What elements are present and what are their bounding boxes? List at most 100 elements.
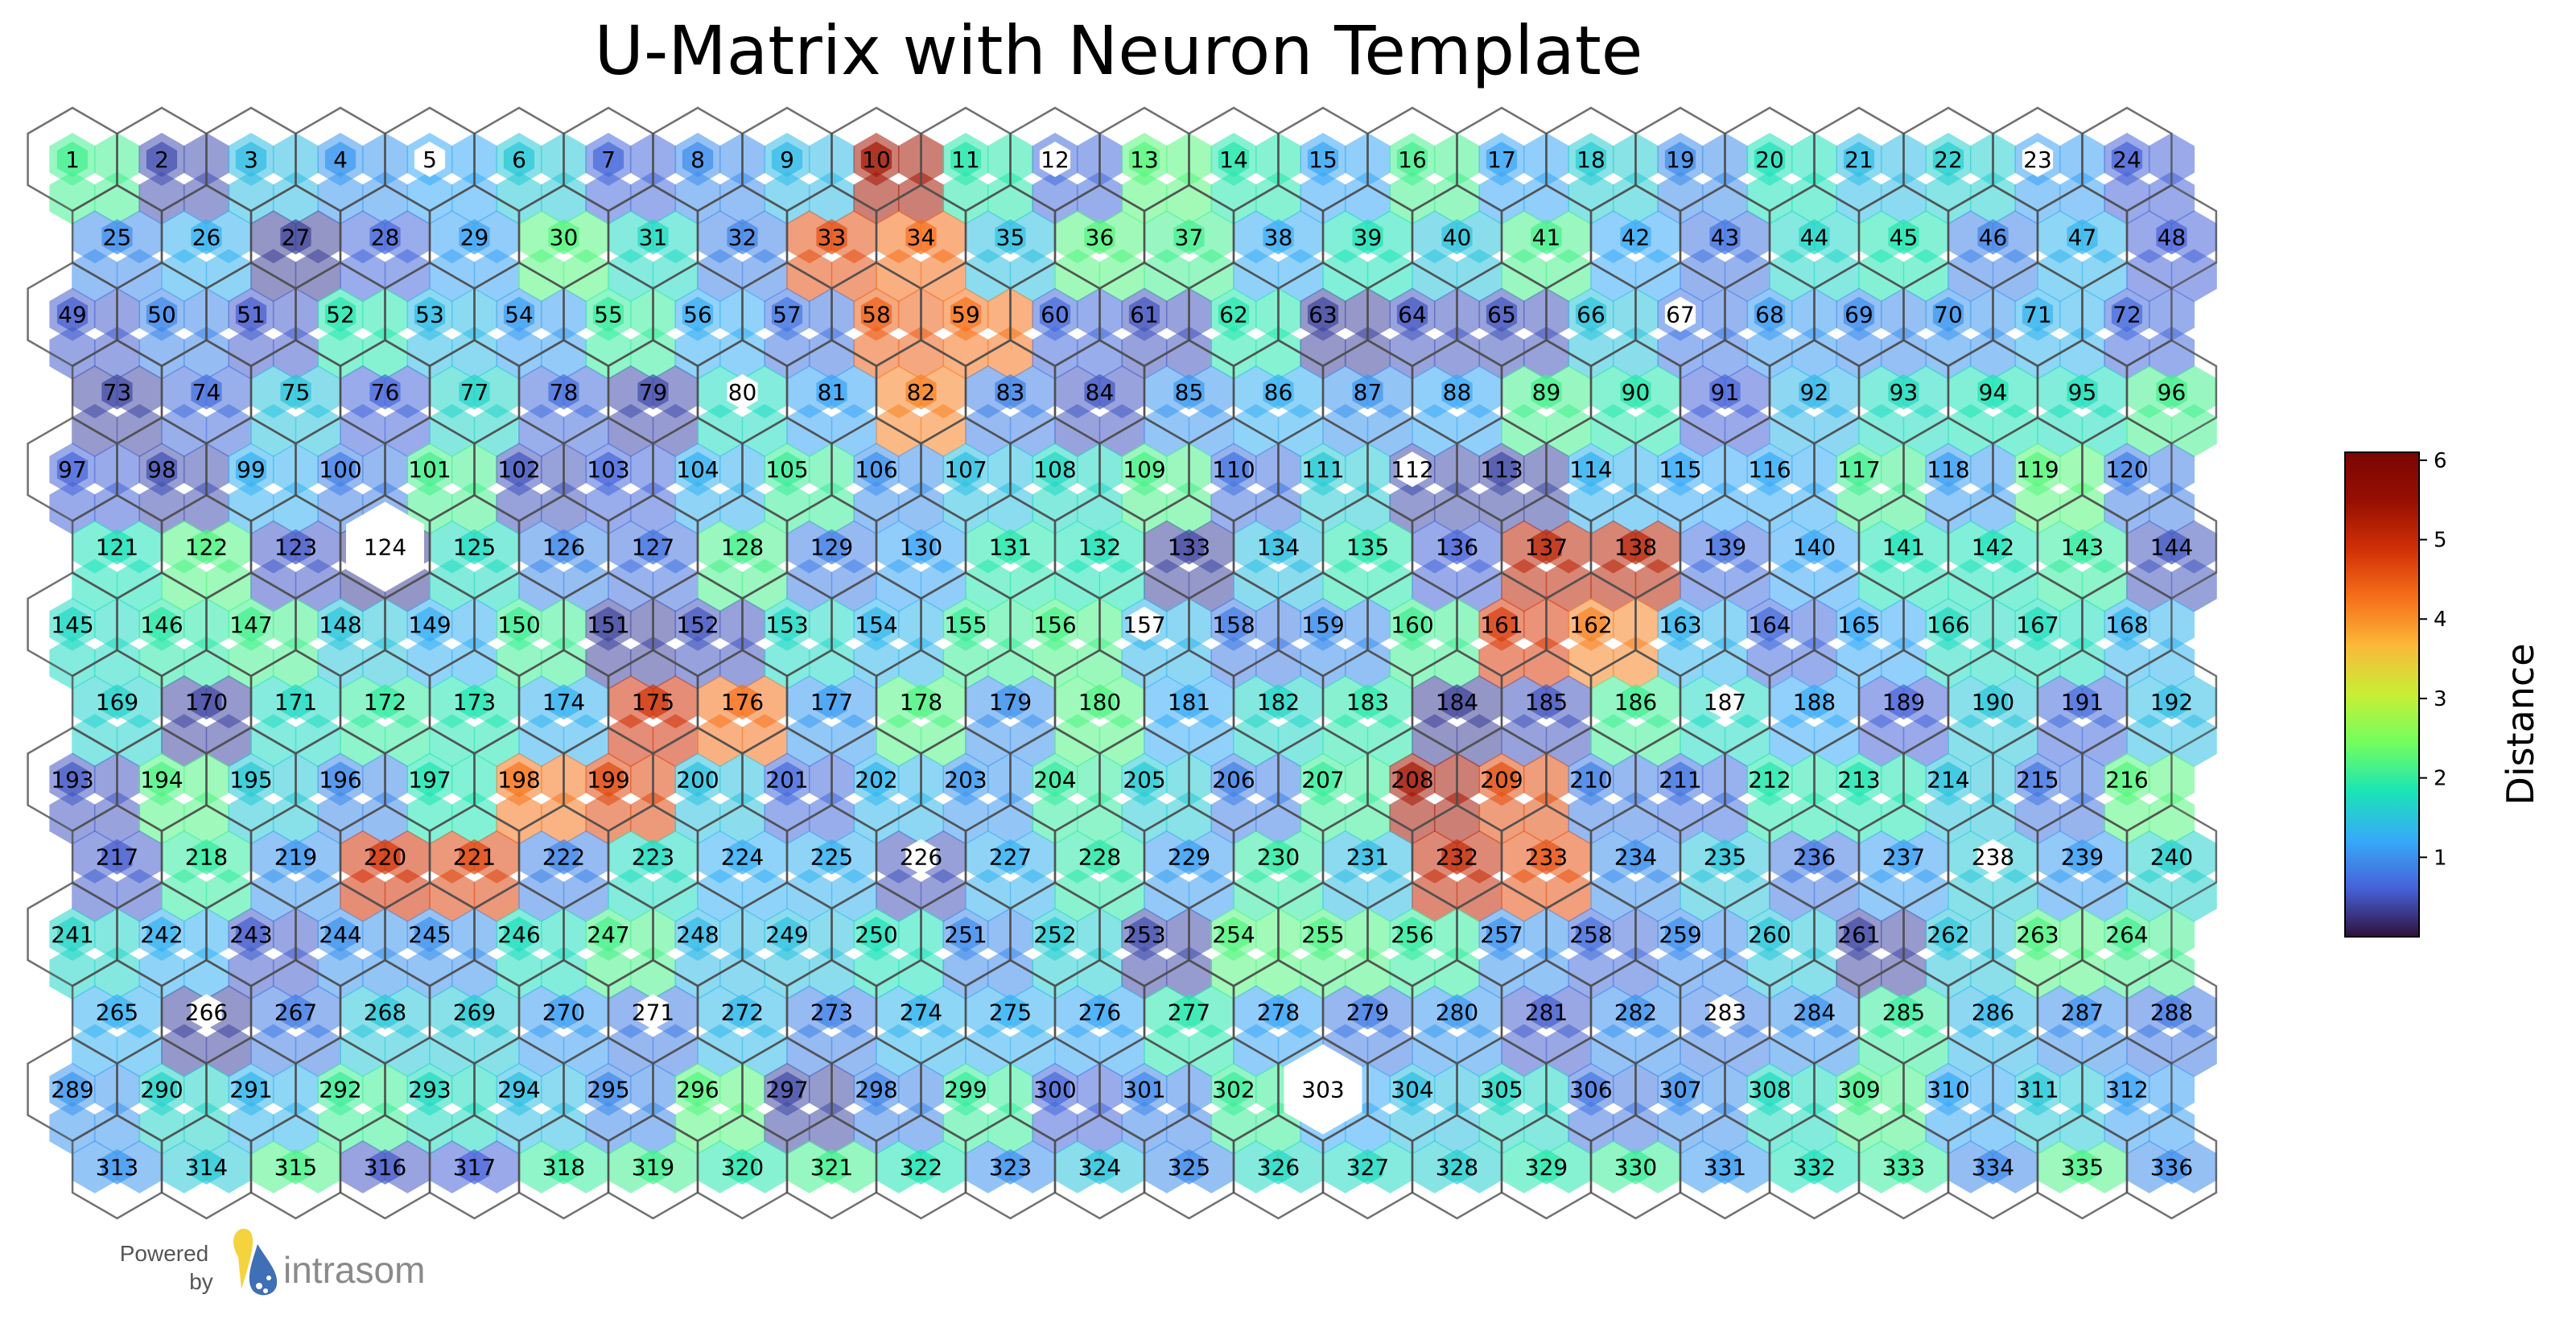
u-matrix-tile — [1969, 636, 2017, 690]
neuron-label: 26 — [192, 224, 221, 250]
u-matrix-tile — [1501, 1140, 1548, 1193]
neuron-label: 196 — [319, 766, 361, 793]
u-matrix-tile — [1412, 365, 1458, 418]
u-matrix-tile — [406, 636, 453, 690]
u-matrix-tile — [897, 636, 945, 690]
neuron-marker — [1263, 684, 1294, 720]
u-matrix-tile — [1858, 365, 1905, 418]
u-matrix-tile — [451, 326, 498, 380]
u-matrix-tile — [1344, 326, 1391, 380]
u-matrix-tile — [652, 210, 699, 264]
by-text: by — [189, 1269, 213, 1294]
neuron-marker — [860, 142, 892, 177]
neuron-marker — [1352, 219, 1383, 255]
u-matrix-tile — [942, 171, 989, 225]
neuron-label: 89 — [1532, 379, 1561, 406]
u-matrix-tile — [93, 1101, 141, 1155]
u-matrix-tile — [138, 791, 185, 845]
u-matrix-tile — [697, 210, 744, 264]
neuron-label: 142 — [1972, 534, 2014, 561]
u-matrix-tile — [1501, 365, 1548, 418]
u-matrix-tile — [205, 675, 252, 729]
neuron-label: 13 — [1130, 146, 1159, 173]
u-matrix-tile — [1634, 1140, 1681, 1193]
u-matrix-tile — [1366, 210, 1413, 264]
neuron-label: 255 — [1301, 921, 1344, 948]
u-matrix-tile — [1344, 171, 1391, 225]
neuron-label: 242 — [140, 921, 183, 948]
u-matrix-tile — [2059, 791, 2106, 845]
neuron-marker — [1531, 684, 1562, 720]
u-matrix-tile — [473, 365, 520, 418]
u-matrix-tile — [272, 171, 319, 225]
u-matrix-tile — [764, 791, 810, 845]
neuron-marker — [1486, 296, 1518, 332]
u-matrix-tile — [719, 791, 766, 845]
u-matrix-tile — [2014, 326, 2061, 380]
u-matrix-tile — [1947, 210, 1994, 264]
u-matrix-tile — [161, 1140, 208, 1193]
neuron-marker — [2022, 296, 2054, 332]
u-matrix-tile — [1032, 946, 1078, 1000]
neuron-marker — [1664, 296, 1696, 332]
neuron-32: 32 — [696, 183, 789, 290]
neuron-label: 207 — [1301, 766, 1344, 793]
neuron-label: 271 — [632, 999, 674, 1025]
neuron-marker — [1218, 761, 1250, 798]
u-matrix-tile — [741, 210, 788, 264]
u-matrix-tile — [183, 171, 230, 225]
u-matrix-tile — [1210, 946, 1257, 1000]
u-matrix-tile — [1858, 520, 1905, 574]
neuron-label: 95 — [2068, 379, 2097, 406]
neuron-marker — [1039, 296, 1071, 332]
u-matrix-tile — [674, 946, 721, 1000]
neuron-label: 143 — [2061, 534, 2104, 561]
u-matrix-tile — [1076, 481, 1123, 535]
neuron-marker — [1575, 142, 1607, 177]
neuron-label: 104 — [676, 456, 719, 483]
neuron-label: 308 — [1748, 1077, 1791, 1103]
u-matrix-tile — [2104, 791, 2150, 845]
neuron-marker — [56, 606, 89, 642]
u-matrix-tile — [2148, 481, 2195, 535]
neuron-label: 319 — [632, 1154, 674, 1181]
u-matrix-tile — [1680, 675, 1726, 729]
u-matrix-tile — [1925, 171, 1972, 225]
neuron-marker — [346, 501, 424, 592]
u-matrix-tile — [2104, 946, 2150, 1000]
u-matrix-tile — [295, 520, 341, 574]
u-matrix-tile — [1925, 481, 1972, 535]
neuron-213: 213 — [1813, 726, 1905, 832]
neuron-91: 91 — [1679, 339, 1771, 445]
neuron-label: 286 — [1972, 999, 2014, 1025]
u-matrix-tile — [1880, 1101, 1927, 1155]
u-matrix-tile — [1746, 1101, 1793, 1155]
u-matrix-tile — [1545, 830, 1592, 884]
u-matrix-tile — [1523, 171, 1570, 225]
neuron-label: 75 — [282, 379, 311, 406]
u-matrix-tile — [897, 1101, 945, 1155]
u-matrix-tile — [1054, 830, 1101, 884]
u-matrix-tile — [1545, 210, 1592, 264]
neuron-label: 234 — [1614, 844, 1657, 871]
u-matrix-tile — [72, 675, 118, 729]
neuron-138: 138 — [1589, 494, 1682, 600]
neuron-144: 144 — [2125, 494, 2218, 600]
u-matrix-tile — [72, 210, 118, 264]
powered-by-logo: Powered by intrasom — [120, 1228, 425, 1296]
neuron-label: 5 — [422, 146, 437, 173]
neuron-179: 179 — [964, 649, 1057, 755]
u-matrix-tile — [2170, 520, 2217, 574]
u-matrix-tile — [1344, 636, 1391, 690]
u-matrix-tile — [1791, 636, 1838, 690]
neuron-label: 94 — [1979, 379, 2008, 406]
neuron-label: 114 — [1569, 456, 1612, 483]
u-matrix-tile — [987, 791, 1034, 845]
neuron-marker — [592, 296, 624, 332]
u-matrix-tile — [340, 985, 386, 1039]
u-matrix-tile — [1545, 675, 1592, 729]
u-matrix-tile — [1009, 210, 1056, 264]
neuron-label: 205 — [1123, 766, 1165, 793]
neuron-label: 303 — [1301, 1077, 1344, 1103]
neuron-marker — [1173, 219, 1205, 255]
